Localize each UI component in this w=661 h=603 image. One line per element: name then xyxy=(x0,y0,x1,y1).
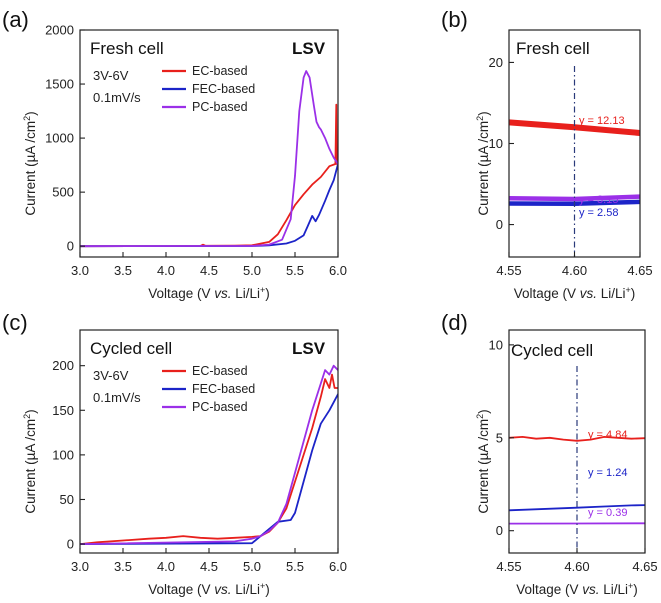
series-line-ec-based xyxy=(509,436,645,442)
value-label: y = 12.13 xyxy=(579,115,625,127)
panel-label: (a) xyxy=(2,7,29,32)
legend: EC-based FEC-based PC-based xyxy=(162,64,255,114)
x-tick-label: 4.60 xyxy=(564,559,589,574)
panel-title: Cycled cell xyxy=(90,339,172,358)
x-tick-label: 4.0 xyxy=(157,263,175,278)
legend: EC-based FEC-based PC-based xyxy=(162,364,255,414)
y-axis-label: Current (µA /cm2) xyxy=(475,111,491,215)
series-line-fec-based xyxy=(80,163,338,248)
panel-title: Fresh cell xyxy=(516,39,590,58)
x-tick-label: 5.5 xyxy=(286,559,304,574)
panel-title: Cycled cell xyxy=(511,341,593,360)
x-tick-label: 5.0 xyxy=(243,559,261,574)
x-tick-label: 3.5 xyxy=(114,559,132,574)
legend-label: EC-based xyxy=(192,364,248,378)
condition-text: 0.1mV/s xyxy=(93,90,141,105)
chart-a: 3.0 3.5 4.0 4.5 5.0 5.5 6.0 0 500 1000 1500 2000 (a)… xyxy=(2,7,347,301)
value-label: y = 2.58 xyxy=(579,207,618,219)
panel-label: (d) xyxy=(441,310,468,335)
y-tick-label: 100 xyxy=(52,447,74,462)
y-axis-label: Current (µA /cm2) xyxy=(475,409,491,513)
x-tick-label: 4.55 xyxy=(496,559,521,574)
series-line-pc-based xyxy=(80,364,338,545)
x-tick-label: 4.5 xyxy=(200,263,218,278)
condition-text: 3V-6V xyxy=(93,68,129,83)
y-tick-label: 0 xyxy=(67,239,74,254)
value-label: y = 3.15 xyxy=(579,194,618,206)
y-tick-label: 1500 xyxy=(45,77,74,92)
x-tick-label: 4.65 xyxy=(632,559,657,574)
y-axis-label: Current (µA /cm2) xyxy=(22,111,38,215)
x-tick-label: 4.55 xyxy=(496,263,521,278)
panel-title: Fresh cell xyxy=(90,39,164,58)
series-line-pc-based xyxy=(80,70,338,248)
x-tick-label: 4.60 xyxy=(562,263,587,278)
x-tick-label: 5.5 xyxy=(286,263,304,278)
series-line-ec-based xyxy=(509,119,640,136)
value-label: y = 4.84 xyxy=(588,429,627,441)
x-tick-label: 3.0 xyxy=(71,263,89,278)
condition-text: 3V-6V xyxy=(93,368,129,383)
x-axis-label: Voltage (V vs. Li/Li+) xyxy=(148,285,270,301)
y-tick-label: 0 xyxy=(67,537,74,552)
y-tick-label: 150 xyxy=(52,403,74,418)
y-tick-label: 10 xyxy=(489,337,503,352)
panel-label: (c) xyxy=(2,310,28,335)
chart-d: 4.55 4.60 4.65 0 5 10 (d) Cycled cell y = 4.84 y … xyxy=(441,310,658,597)
x-tick-label: 5.0 xyxy=(243,263,261,278)
x-tick-label: 3.0 xyxy=(71,559,89,574)
condition-text: 0.1mV/s xyxy=(93,390,141,405)
series-group xyxy=(80,364,338,545)
y-tick-label: 500 xyxy=(52,185,74,200)
series-group xyxy=(80,70,338,248)
y-axis-label: Current (µA /cm2) xyxy=(22,409,38,513)
value-label: y = 1.24 xyxy=(588,467,627,479)
value-label: y = 0.39 xyxy=(588,507,627,519)
legend-label: PC-based xyxy=(192,400,248,414)
y-tick-label: 0 xyxy=(496,217,503,232)
x-tick-label: 6.0 xyxy=(329,263,347,278)
chart-c: 3.0 3.5 4.0 4.5 5.0 5.5 6.0 0 50 100 150 200 (c) Cycl… xyxy=(2,310,347,597)
y-tick-label: 200 xyxy=(52,358,74,373)
y-tick-label: 5 xyxy=(496,430,503,445)
y-tick-label: 50 xyxy=(60,492,74,507)
x-axis-label: Voltage (V vs. Li/Li+) xyxy=(514,285,636,301)
x-tick-label: 3.5 xyxy=(114,263,132,278)
y-tick-label: 20 xyxy=(489,55,503,70)
legend-label: EC-based xyxy=(192,64,248,78)
series-line-ec-based xyxy=(80,103,338,248)
chart-b: 4.55 4.60 4.65 0 10 20 (b) Fresh cell y = 12.13 y… xyxy=(441,7,653,301)
x-axis-label: Voltage (V vs. Li/Li+) xyxy=(516,581,638,597)
series-line-pc-based xyxy=(509,194,640,202)
lsv-tag: LSV xyxy=(292,339,326,358)
legend-label: FEC-based xyxy=(192,382,255,396)
y-tick-label: 0 xyxy=(496,523,503,538)
legend-label: FEC-based xyxy=(192,82,255,96)
x-tick-label: 4.5 xyxy=(200,559,218,574)
x-axis-label: Voltage (V vs. Li/Li+) xyxy=(148,581,270,597)
y-tick-label: 2000 xyxy=(45,23,74,38)
panel-label: (b) xyxy=(441,7,468,32)
y-tick-label: 10 xyxy=(489,136,503,151)
x-tick-label: 4.65 xyxy=(627,263,652,278)
series-line-fec-based xyxy=(509,504,645,512)
lsv-tag: LSV xyxy=(292,39,326,58)
x-tick-label: 4.0 xyxy=(157,559,175,574)
x-tick-label: 6.0 xyxy=(329,559,347,574)
y-tick-label: 1000 xyxy=(45,131,74,146)
legend-label: PC-based xyxy=(192,100,248,114)
